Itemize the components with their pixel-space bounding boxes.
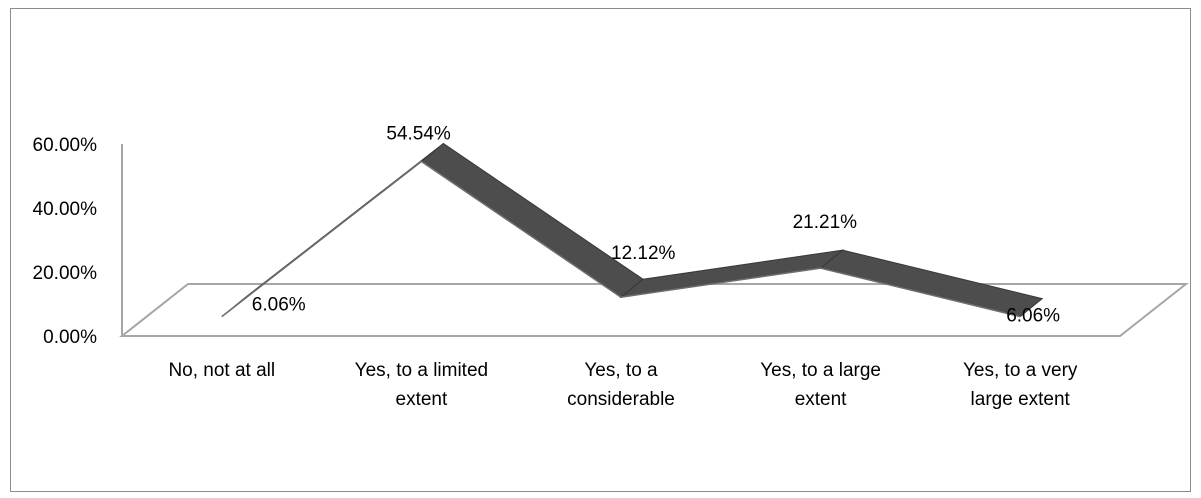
y-tick-label: 0.00% bbox=[43, 327, 97, 348]
x-tick-labels: No, not at all Yes, to a limited extent Yes… bbox=[168, 360, 1077, 410]
chart-floor bbox=[119, 283, 1189, 337]
y-tick-label: 20.00% bbox=[33, 263, 98, 284]
ribbon-segment bbox=[420, 142, 644, 298]
data-label: 21.21% bbox=[793, 212, 858, 233]
data-labels: 6.06% 54.54% 12.12% 21.21% 6.06% bbox=[252, 123, 1060, 326]
floor-outline bbox=[119, 283, 1189, 337]
x-tick-label: Yes, to a considerable bbox=[567, 360, 675, 410]
y-tick-label: 60.00% bbox=[33, 135, 98, 156]
x-tick-label: Yes, to a large extent bbox=[760, 360, 881, 410]
series-ribbon bbox=[221, 142, 1044, 318]
data-label: 6.06% bbox=[1006, 306, 1060, 327]
data-label: 54.54% bbox=[386, 123, 451, 144]
y-tick-labels: 0.00% 20.00% 40.00% 60.00% bbox=[33, 135, 98, 348]
x-tick-label: Yes, to a limited extent bbox=[355, 360, 488, 410]
data-label: 12.12% bbox=[611, 243, 676, 264]
x-tick-label: No, not at all bbox=[168, 360, 275, 381]
series-line bbox=[221, 160, 1021, 318]
data-label: 6.06% bbox=[252, 295, 306, 316]
y-tick-label: 40.00% bbox=[33, 199, 98, 220]
x-tick-label: Yes, to a very large extent bbox=[963, 360, 1078, 410]
